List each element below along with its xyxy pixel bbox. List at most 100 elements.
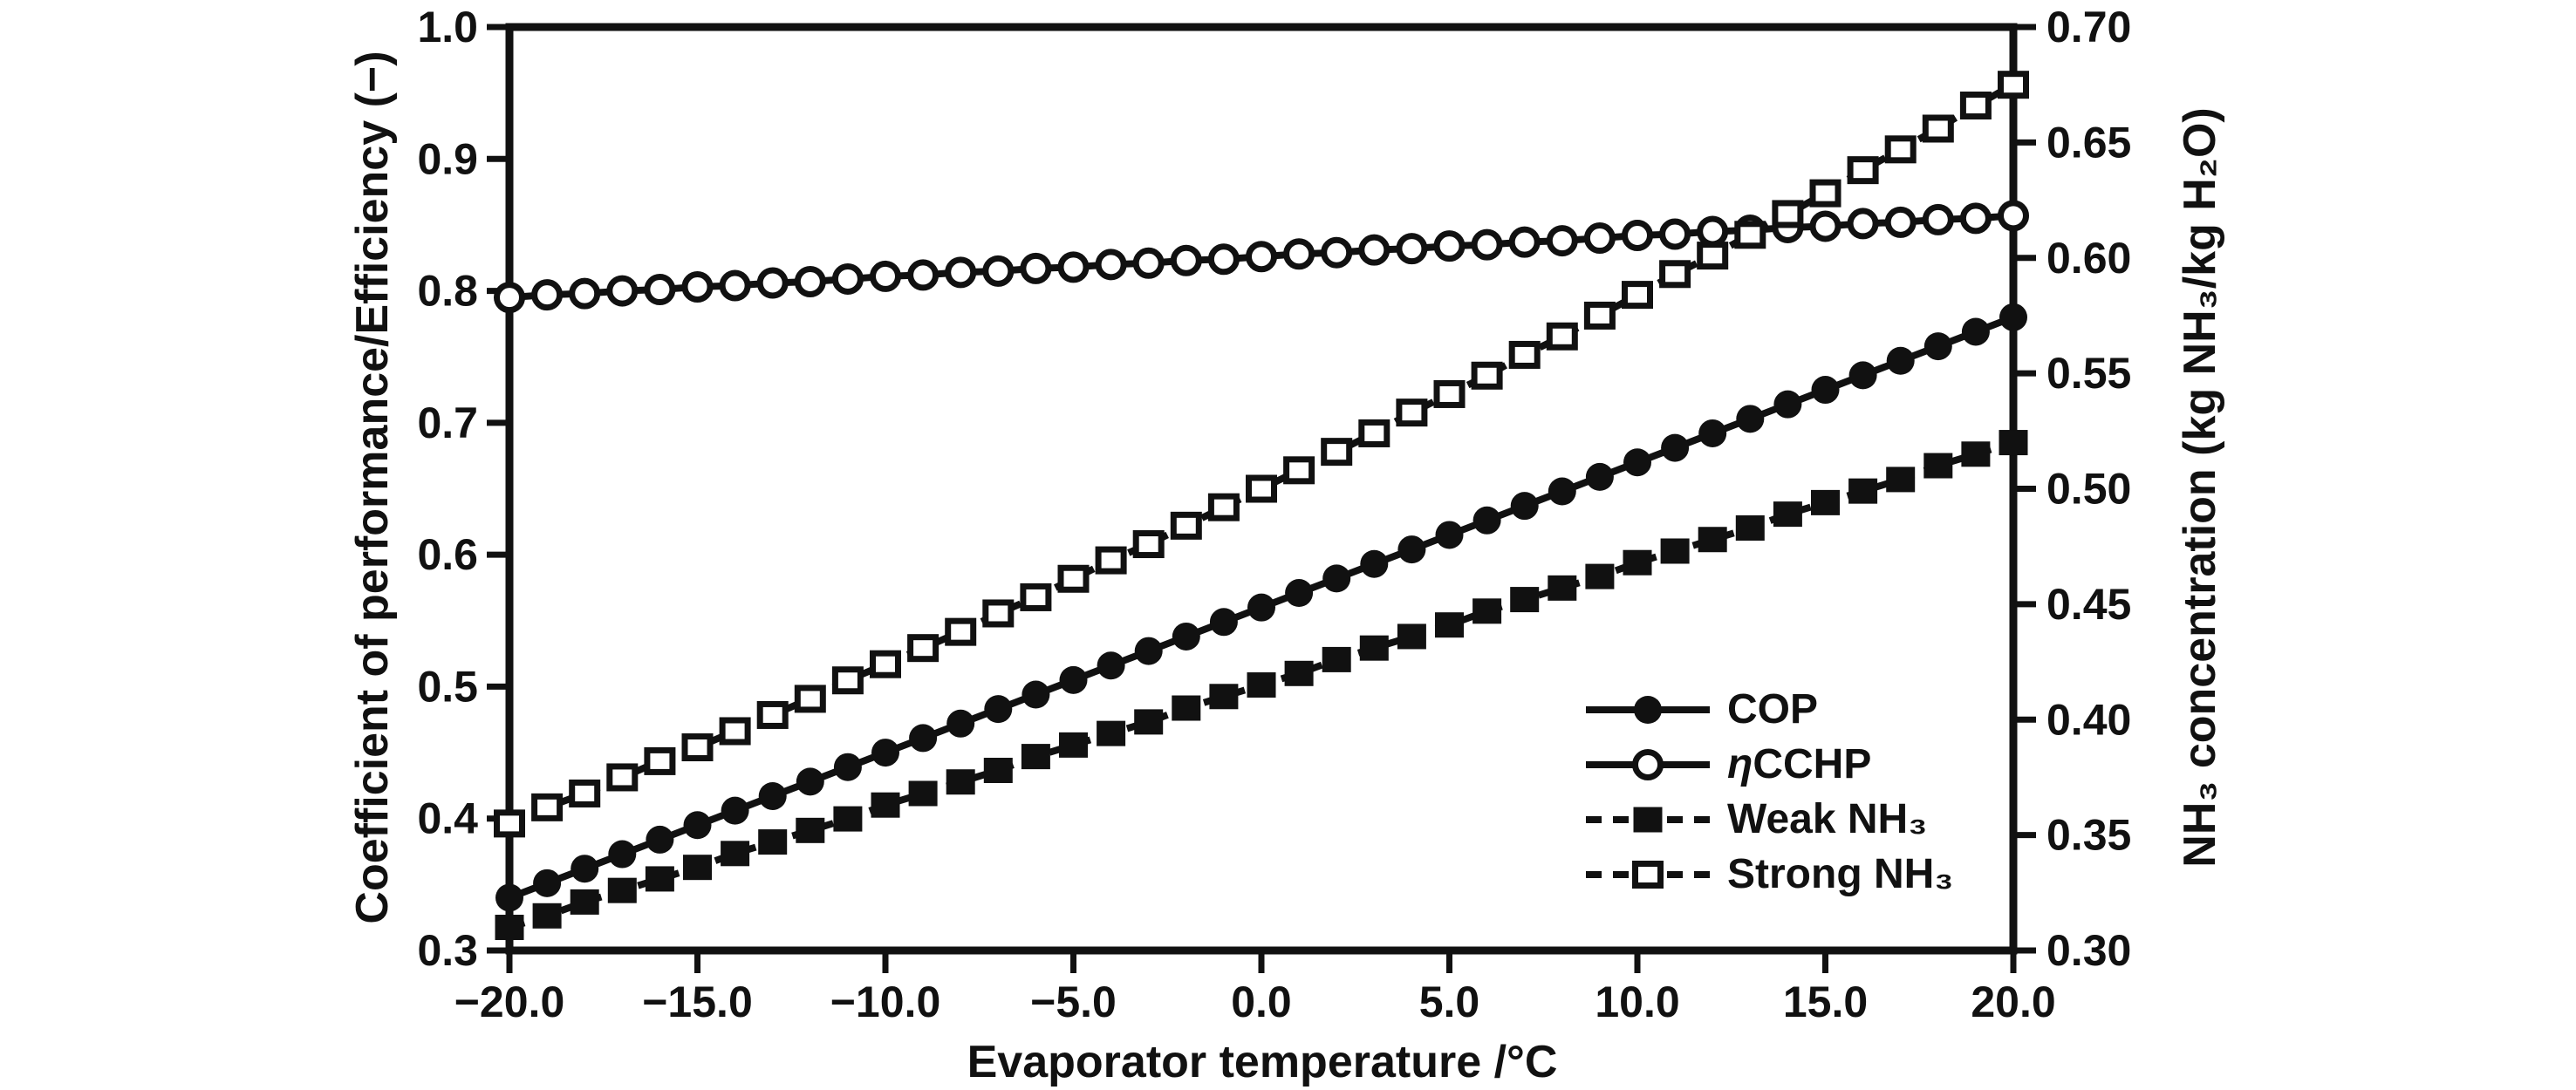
series-marker — [1961, 441, 1991, 467]
series-marker — [1809, 210, 1841, 242]
series-marker — [1397, 623, 1426, 650]
series-marker — [1472, 598, 1502, 624]
series-marker — [794, 685, 826, 713]
series-marker — [946, 709, 975, 738]
series-marker — [1020, 582, 1052, 611]
series-marker — [1772, 200, 1804, 228]
y-axis-right-tick-label: 0.40 — [2046, 695, 2131, 744]
legend-label-weak-nh3: Weak NH₃ — [1727, 796, 1928, 842]
series-marker — [644, 274, 676, 306]
series-marker — [1471, 361, 1503, 390]
series-marker — [983, 757, 1013, 783]
series-marker — [719, 717, 751, 746]
series-marker — [1435, 612, 1464, 638]
y-axis-left-tick-label: 0.3 — [417, 926, 478, 975]
series-marker — [1020, 252, 1052, 284]
series-marker — [1095, 546, 1127, 575]
series-marker — [1659, 260, 1691, 289]
series-marker — [758, 781, 787, 810]
series-marker — [606, 763, 639, 792]
series-marker — [1847, 156, 1879, 185]
x-axis-tick-label: −5.0 — [1030, 978, 1117, 1026]
series-marker — [683, 811, 712, 840]
series-marker — [1735, 515, 1765, 542]
series-marker — [1508, 226, 1541, 258]
series-marker — [1659, 218, 1691, 250]
series-marker — [1321, 236, 1353, 269]
series-marker — [909, 724, 938, 753]
series-marker — [1811, 489, 1840, 515]
series-marker — [1209, 684, 1239, 710]
legend-symbol-eta-cchp — [1582, 747, 1713, 782]
y-axis-left-tick-label: 0.5 — [417, 662, 478, 711]
series-weak-nh- — [495, 430, 2028, 941]
series-marker — [1546, 225, 1578, 257]
series-marker — [1698, 527, 1727, 553]
series-marker — [569, 779, 601, 807]
series-marker — [569, 277, 601, 310]
series-marker — [608, 840, 637, 869]
series-marker — [1546, 322, 1578, 351]
series-marker — [1923, 332, 1952, 361]
series-marker — [1172, 622, 1200, 651]
series-marker — [606, 275, 639, 307]
series-marker — [1508, 340, 1541, 369]
series-marker — [1548, 477, 1576, 506]
series-marker — [681, 733, 714, 762]
legend-symbol-weak-nh3 — [1582, 802, 1713, 837]
series-marker — [533, 869, 562, 897]
series-marker — [1773, 501, 1802, 528]
series-marker — [1057, 251, 1090, 283]
series-marker — [683, 855, 712, 881]
series-marker — [1585, 563, 1615, 589]
series-marker — [1284, 660, 1314, 686]
series-cop — [495, 303, 2027, 912]
series-marker — [1021, 744, 1050, 770]
series-marker — [1172, 695, 1201, 721]
series-marker — [1360, 549, 1389, 578]
series-marker — [719, 269, 751, 302]
series-marker — [1397, 535, 1426, 564]
series-marker — [982, 599, 1015, 628]
series-marker — [1321, 438, 1353, 467]
series-marker — [1811, 376, 1840, 405]
series-marker — [681, 271, 714, 303]
y-axis-left-tick-label: 0.8 — [417, 267, 478, 316]
legend-symbol-strong-nh3 — [1582, 857, 1713, 892]
series-marker — [1961, 317, 1990, 346]
series-marker — [1433, 379, 1466, 408]
series-strong-nh- — [494, 71, 2029, 838]
series-marker — [1622, 281, 1653, 310]
series-marker — [1471, 228, 1503, 261]
series-marker — [1247, 593, 1275, 622]
series-marker — [1998, 71, 2029, 99]
series-marker — [531, 279, 564, 311]
series-marker — [1207, 243, 1240, 276]
series-marker — [1847, 208, 1879, 240]
series-marker — [570, 889, 599, 915]
series-marker — [907, 634, 940, 663]
y-axis-right-tick-label: 0.50 — [2046, 465, 2131, 514]
series-marker — [1322, 646, 1351, 672]
series-marker — [984, 695, 1013, 724]
series-marker — [945, 617, 977, 646]
series-marker — [1510, 492, 1539, 521]
series-marker — [1246, 474, 1277, 503]
series-marker — [833, 806, 863, 832]
x-axis-tick-label: 5.0 — [1419, 978, 1480, 1026]
series-marker — [1097, 651, 1125, 680]
series-marker — [607, 877, 637, 903]
series-marker — [1510, 587, 1540, 613]
series-marker — [721, 841, 750, 867]
series-marker — [1886, 467, 1916, 493]
series-marker — [831, 262, 864, 295]
series-marker — [1622, 220, 1653, 252]
series-marker — [1322, 564, 1351, 593]
series-marker — [1095, 249, 1127, 281]
series-marker — [1736, 405, 1765, 433]
series-marker — [1396, 399, 1428, 427]
series-marker — [531, 793, 564, 821]
series-marker — [1548, 575, 1577, 601]
series-marker — [1697, 215, 1729, 248]
